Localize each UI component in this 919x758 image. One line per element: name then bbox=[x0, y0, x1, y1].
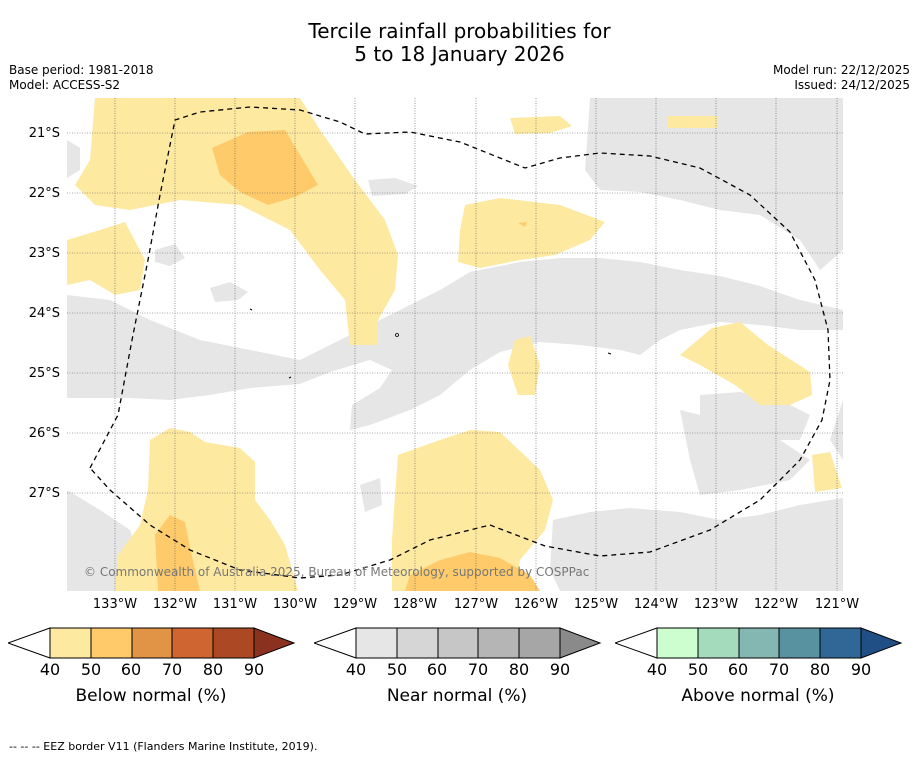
lon-label-123w: 123°W bbox=[693, 597, 739, 612]
tick-60: 60 bbox=[727, 660, 749, 679]
tick-40: 40 bbox=[345, 660, 367, 679]
colorbar-extend-high bbox=[860, 627, 903, 659]
lat-label-21s: 21°S bbox=[28, 126, 60, 141]
below-normal-label: Below normal (%) bbox=[75, 686, 227, 706]
model-run: Model run: 22/12/2025 bbox=[772, 63, 910, 77]
colorbar-swatch bbox=[697, 627, 740, 659]
title-line-2: 5 to 18 January 2026 bbox=[354, 42, 565, 66]
tick-50: 50 bbox=[80, 660, 102, 679]
colorbar-swatch bbox=[819, 627, 862, 659]
colorbar-extend-low bbox=[615, 627, 658, 659]
colorbar-near-normal bbox=[314, 627, 602, 659]
copyright-notice: © Commonwealth of Australia 2025, Bureau… bbox=[84, 565, 590, 579]
colorbar-swatch bbox=[477, 627, 520, 659]
lon-label-126w: 126°W bbox=[513, 597, 559, 612]
lat-label-26s: 26°S bbox=[28, 426, 60, 441]
colorbar-extend-low bbox=[314, 627, 357, 659]
lat-label-24s: 24°S bbox=[28, 306, 60, 321]
colorbar-swatch bbox=[396, 627, 439, 659]
island-marker bbox=[607, 352, 612, 355]
colorbar-swatch bbox=[656, 627, 699, 659]
colorbar-swatch bbox=[90, 627, 133, 659]
colorbar-swatch bbox=[518, 627, 561, 659]
colorbar-swatch bbox=[738, 627, 780, 659]
eez-border bbox=[89, 106, 831, 579]
lat-label-23s: 23°S bbox=[28, 246, 60, 261]
tick-50: 50 bbox=[386, 660, 408, 679]
colorbar-above-normal bbox=[615, 627, 903, 659]
tick-80: 80 bbox=[809, 660, 831, 679]
lat-label-22s: 22°S bbox=[28, 186, 60, 201]
tick-80: 80 bbox=[508, 660, 530, 679]
lon-label-128w: 128°W bbox=[392, 597, 438, 612]
eez-footnote: -- -- -- EEZ border V11 (Flanders Marine… bbox=[9, 740, 318, 753]
lon-label-125w: 125°W bbox=[573, 597, 619, 612]
lon-label-124w: 124°W bbox=[633, 597, 679, 612]
island-marker bbox=[288, 376, 292, 379]
tick-80: 80 bbox=[202, 660, 224, 679]
tick-40: 40 bbox=[39, 660, 61, 679]
colorbar-swatch bbox=[355, 627, 398, 659]
tick-90: 90 bbox=[850, 660, 872, 679]
colorbar-extend-low bbox=[8, 627, 51, 659]
colorbar-extend-high bbox=[559, 627, 602, 659]
lon-label-121w: 121°W bbox=[814, 597, 860, 612]
tick-60: 60 bbox=[426, 660, 448, 679]
island-marker bbox=[395, 333, 399, 337]
tick-90: 90 bbox=[243, 660, 265, 679]
grid-lines bbox=[67, 98, 843, 591]
colorbar-swatch bbox=[437, 627, 479, 659]
lat-label-25s: 25°S bbox=[28, 366, 60, 381]
colorbar-swatch bbox=[49, 627, 92, 659]
colorbar-swatch bbox=[131, 627, 173, 659]
base-period: Base period: 1981-2018 bbox=[9, 63, 154, 77]
colorbar-below-normal bbox=[8, 627, 296, 659]
tick-50: 50 bbox=[687, 660, 709, 679]
near-normal-label: Near normal (%) bbox=[386, 686, 528, 706]
model-name: Model: ACCESS-S2 bbox=[9, 78, 121, 92]
tick-40: 40 bbox=[646, 660, 668, 679]
tick-70: 70 bbox=[768, 660, 790, 679]
colorbar-extend-high bbox=[253, 627, 296, 659]
tick-70: 70 bbox=[161, 660, 183, 679]
lon-label-127w: 127°W bbox=[453, 597, 499, 612]
title-line-1: Tercile rainfall probabilities for bbox=[308, 19, 611, 43]
tick-90: 90 bbox=[549, 660, 571, 679]
tick-70: 70 bbox=[467, 660, 489, 679]
lon-label-132w: 132°W bbox=[152, 597, 198, 612]
below-normal-50-regions bbox=[155, 130, 540, 591]
colorbar-swatch bbox=[778, 627, 821, 659]
tick-60: 60 bbox=[120, 660, 142, 679]
colorbar-swatch bbox=[171, 627, 214, 659]
colorbar-swatch bbox=[212, 627, 255, 659]
lon-label-131w: 131°W bbox=[212, 597, 258, 612]
rainfall-map bbox=[67, 98, 843, 591]
lon-label-130w: 130°W bbox=[272, 597, 318, 612]
lon-label-129w: 129°W bbox=[332, 597, 378, 612]
lon-label-122w: 122°W bbox=[753, 597, 799, 612]
near-normal-regions bbox=[67, 98, 843, 591]
above-normal-label: Above normal (%) bbox=[681, 686, 835, 706]
lon-label-133w: 133°W bbox=[92, 597, 138, 612]
island-marker bbox=[249, 308, 253, 311]
issued-date: Issued: 24/12/2025 bbox=[794, 78, 910, 92]
below-normal-40-regions bbox=[67, 98, 842, 591]
lat-label-27s: 27°S bbox=[28, 486, 60, 501]
